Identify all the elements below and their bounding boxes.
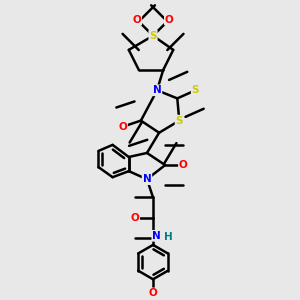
Text: O: O	[179, 160, 188, 170]
Text: O: O	[165, 15, 174, 25]
Text: S: S	[176, 116, 183, 126]
Text: H: H	[164, 232, 172, 242]
Text: S: S	[192, 85, 199, 95]
Text: N: N	[142, 174, 151, 184]
Text: N: N	[153, 85, 161, 95]
Text: O: O	[118, 122, 127, 132]
Text: S: S	[149, 31, 157, 41]
Text: O: O	[149, 288, 158, 298]
Text: O: O	[130, 213, 139, 223]
Text: N: N	[152, 231, 161, 241]
Text: O: O	[133, 15, 141, 25]
